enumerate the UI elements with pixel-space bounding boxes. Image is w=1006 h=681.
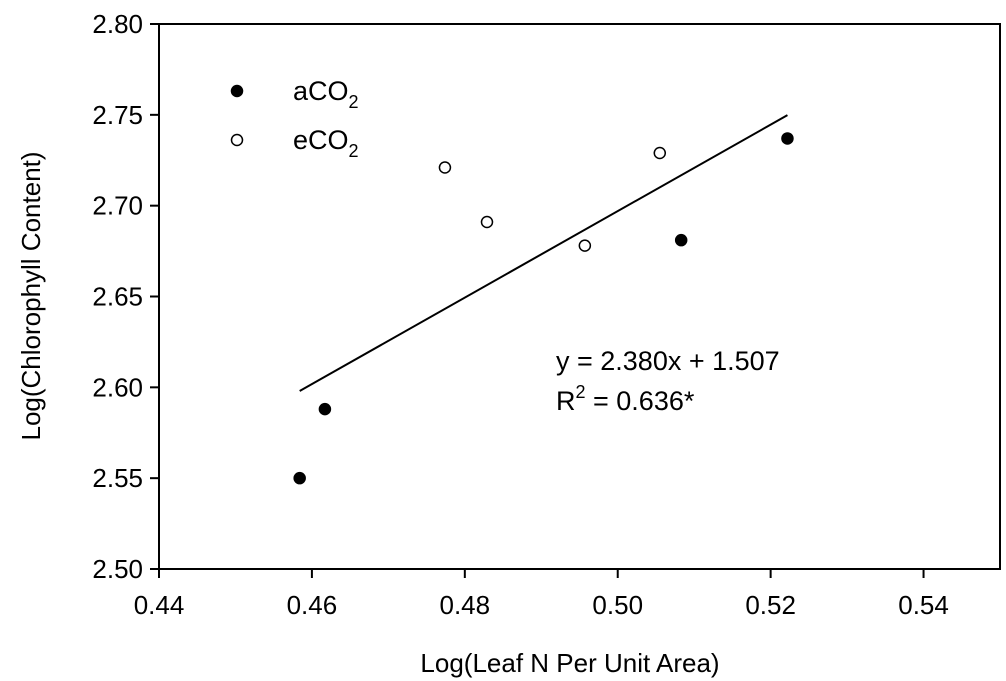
x-tick-label: 0.52 (745, 590, 796, 620)
regression-equation: y = 2.380x + 1.507 (556, 346, 780, 376)
x-axis-title: Log(Leaf N Per Unit Area) (420, 648, 719, 678)
legend-label-aco2-text: aCO (293, 76, 349, 106)
r-squared-label: R2 = 0.636* (556, 382, 695, 416)
y-tick-label: 2.70 (92, 191, 143, 221)
legend-marker-eco2 (230, 133, 244, 147)
plot-area-frame (158, 23, 1001, 570)
data-point-eco2 (438, 161, 452, 174)
y-tick-label: 2.65 (92, 282, 143, 312)
data-point-eco2 (653, 146, 667, 160)
x-tick-label: 0.54 (898, 590, 949, 620)
r-squared-superscript: 2 (576, 382, 586, 402)
y-tick-label: 2.50 (92, 554, 143, 584)
legend-marker-aco2 (230, 84, 244, 98)
y-tick-label: 2.60 (92, 372, 143, 402)
legend-label-eco2-text: eCO (293, 125, 349, 155)
data-point-aco2 (318, 402, 332, 416)
regression-annotation: y = 2.380x + 1.507 R2 = 0.636* (556, 346, 780, 416)
y-tick-label: 2.75 (92, 100, 143, 130)
data-point-eco2 (480, 215, 494, 229)
legend-label-aco2: aCO2 (293, 76, 359, 112)
y-axis-title: Log(Chlorophyll Content) (16, 151, 46, 440)
data-point-aco2 (674, 233, 688, 247)
data-point-aco2 (781, 132, 794, 145)
r-squared-symbol: R (556, 386, 576, 416)
data-point-aco2 (293, 471, 306, 485)
x-tick-label: 0.48 (440, 590, 491, 620)
legend-label-eco2: eCO2 (293, 125, 359, 161)
data-point-eco2 (578, 239, 592, 252)
y-tick-label: 2.80 (92, 9, 143, 39)
x-tick-label: 0.44 (134, 590, 185, 620)
x-tick-label: 0.46 (287, 590, 338, 620)
legend-label-eco2-subscript: 2 (349, 141, 359, 161)
y-tick-label: 2.55 (92, 463, 143, 493)
x-tick-label: 0.50 (592, 590, 643, 620)
r-squared-value: = 0.636* (586, 386, 695, 416)
regression-line (299, 114, 788, 392)
legend: aCO2 eCO2 (230, 76, 359, 161)
legend-label-aco2-subscript: 2 (349, 92, 359, 112)
